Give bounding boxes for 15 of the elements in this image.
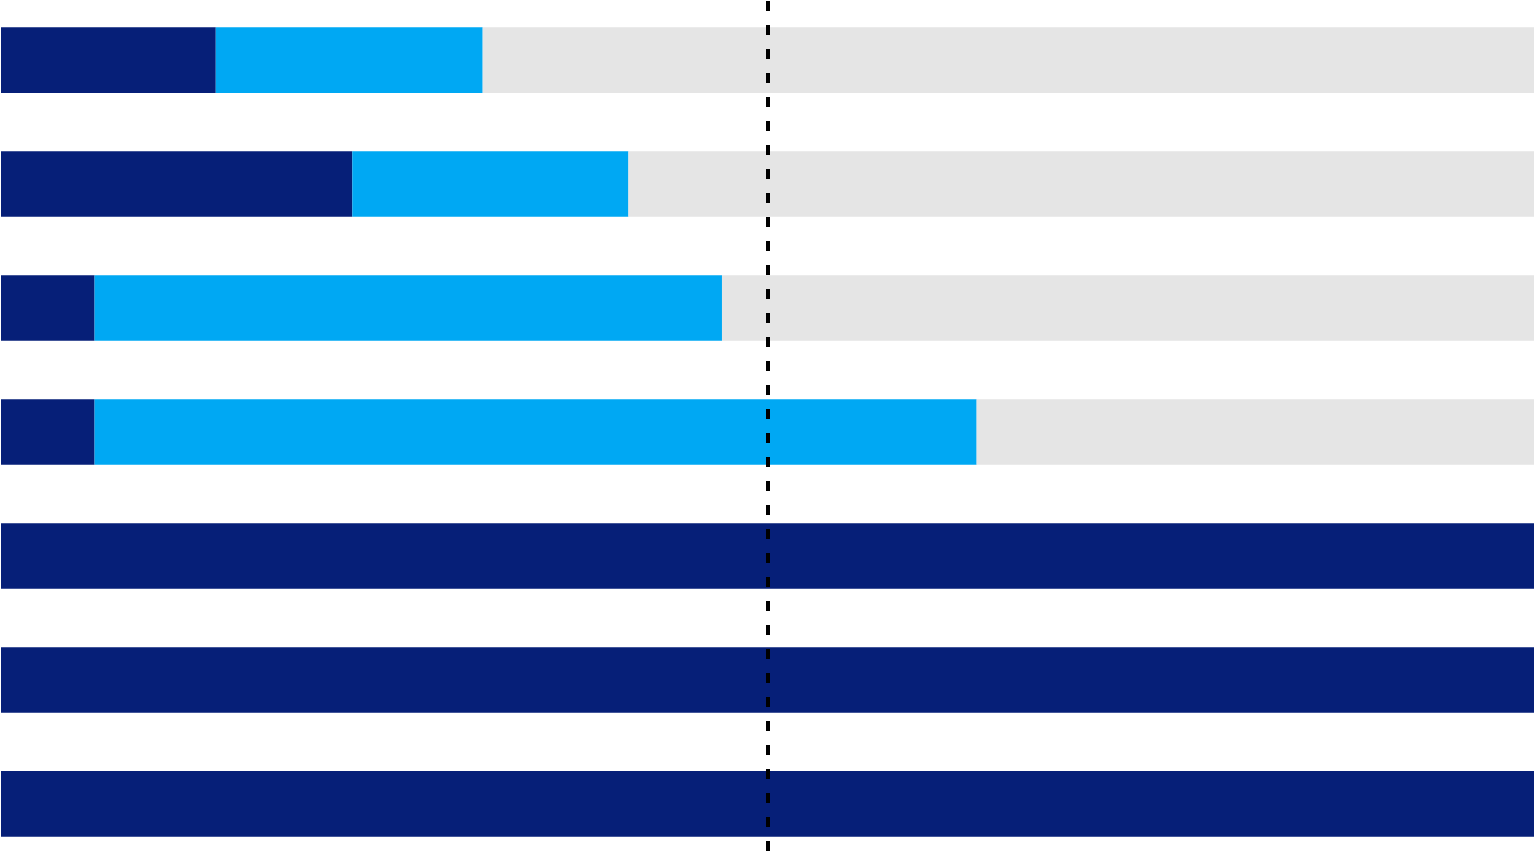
bar	[628, 151, 1534, 217]
bar	[215, 27, 483, 93]
bar	[1, 771, 1534, 837]
bar	[1, 151, 353, 217]
bar	[1, 647, 1534, 713]
bar	[352, 151, 629, 217]
bar	[976, 399, 1534, 465]
bar	[1, 399, 95, 465]
bar	[94, 399, 977, 465]
bar	[94, 275, 722, 341]
bar	[721, 275, 1534, 341]
bar	[1, 275, 95, 341]
bar	[1, 27, 216, 93]
bar	[482, 27, 1534, 93]
bar	[1, 523, 1534, 589]
